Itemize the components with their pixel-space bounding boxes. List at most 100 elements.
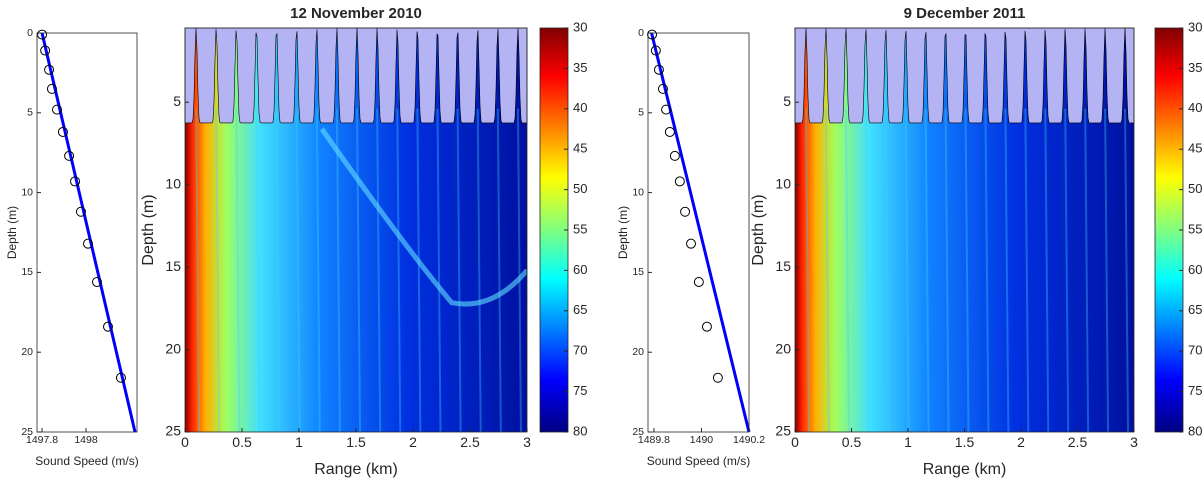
y-tick-label: 25 xyxy=(165,423,181,439)
beam xyxy=(436,108,442,433)
x-tick-label: 2 xyxy=(1017,434,1025,450)
beam xyxy=(1124,108,1130,433)
beam xyxy=(864,108,870,433)
x-tick-label: 1.5 xyxy=(346,434,366,450)
y-axis-label: Depth (m) xyxy=(5,206,19,259)
y-tick-label: 10 xyxy=(775,175,791,191)
colorbar-tick-label: 30 xyxy=(1188,19,1202,34)
profile-marker xyxy=(669,150,680,161)
x-axis-label: Range (km) xyxy=(923,461,1007,478)
y-tick-label: 20 xyxy=(21,346,33,358)
beam xyxy=(275,108,281,433)
profile-marker xyxy=(40,45,51,56)
y-tick-label: 5 xyxy=(638,107,644,119)
x-tick-label: 2.5 xyxy=(460,434,480,450)
y-tick-label: 0 xyxy=(638,27,644,39)
y-tick-label: 0 xyxy=(27,27,33,39)
colorbar-tick-label: 35 xyxy=(573,60,587,75)
profile-marker xyxy=(37,29,48,40)
y-tick-label: 25 xyxy=(21,426,33,438)
beam xyxy=(1024,108,1030,433)
colorbar xyxy=(539,27,569,433)
profile-marker xyxy=(657,83,668,94)
y-tick-label: 15 xyxy=(165,258,181,274)
colorbar-tick-label: 30 xyxy=(573,19,587,34)
profile-marker xyxy=(92,276,102,287)
beam xyxy=(1044,108,1050,433)
beam xyxy=(456,108,462,433)
colorbar-tick-label: 55 xyxy=(573,221,587,236)
beam xyxy=(924,108,930,433)
y-tick-label: 15 xyxy=(775,258,791,274)
x-tick-label: 1498 xyxy=(74,434,98,446)
profile-marker xyxy=(674,176,685,187)
y-tick-label: 10 xyxy=(165,175,181,191)
beam xyxy=(1104,108,1110,433)
x-tick-label: 0.5 xyxy=(232,434,252,450)
y-axis-label: Depth (m) xyxy=(616,206,630,259)
axes-box xyxy=(36,32,138,433)
profile-line xyxy=(40,32,137,433)
colorbar-tick-label: 60 xyxy=(1188,262,1202,277)
colorbar-tick-label: 75 xyxy=(573,383,587,398)
profile-marker xyxy=(653,64,664,75)
caustic xyxy=(319,127,529,307)
x-tick-label: 3 xyxy=(523,434,531,450)
profile-marker xyxy=(64,150,75,161)
beam xyxy=(844,108,850,433)
x-tick-label: 1490.2 xyxy=(733,434,765,446)
profile-marker xyxy=(115,372,126,383)
colorbar-tick-label: 80 xyxy=(1188,423,1202,438)
beam xyxy=(255,108,261,433)
y-axis-label: Depth (m) xyxy=(750,194,767,265)
x-tick-label: 0 xyxy=(181,434,189,450)
x-tick-label: 1.5 xyxy=(955,434,975,450)
surface xyxy=(184,27,528,124)
beam xyxy=(335,108,341,433)
beam xyxy=(984,108,990,433)
profile-marker xyxy=(82,238,93,249)
profile-marker xyxy=(75,206,86,217)
profile-marker xyxy=(52,104,62,115)
beam xyxy=(944,108,950,433)
profile-line xyxy=(650,32,751,433)
colorbar-tick-label: 70 xyxy=(1188,343,1202,358)
beam xyxy=(884,108,890,433)
colorbar-tick-label: 40 xyxy=(573,100,587,115)
colorbar-tick-label: 45 xyxy=(1188,141,1202,156)
colorbar-tick-label: 70 xyxy=(573,343,587,358)
colorbar-tick-label: 40 xyxy=(1188,100,1202,115)
beam xyxy=(476,108,482,433)
beam xyxy=(804,108,810,433)
beam xyxy=(904,108,910,433)
profile-marker xyxy=(650,45,661,56)
y-tick-label: 5 xyxy=(173,93,181,109)
y-tick-label: 15 xyxy=(632,266,644,278)
x-axis-label: Range (km) xyxy=(314,461,398,478)
y-tick-label: 20 xyxy=(165,340,181,356)
colorbar-tick-label: 35 xyxy=(1188,60,1202,75)
y-axis-label: Depth (m) xyxy=(140,194,157,265)
colorbar xyxy=(1154,27,1184,433)
profile-marker xyxy=(712,372,723,383)
x-tick-label: 0 xyxy=(791,434,799,450)
profile-marker xyxy=(664,126,675,137)
beam xyxy=(1084,108,1090,433)
x-axis-label: Sound Speed (m/s) xyxy=(35,454,138,468)
chart-title: 12 November 2010 xyxy=(290,5,422,22)
profile-marker xyxy=(680,206,691,217)
y-tick-label: 10 xyxy=(632,186,644,198)
y-tick-label: 5 xyxy=(783,93,791,109)
colorbar-tick-label: 50 xyxy=(573,181,587,196)
y-tick-label: 20 xyxy=(775,340,791,356)
profile-marker xyxy=(44,64,55,75)
beam xyxy=(396,108,402,433)
profile-marker xyxy=(70,176,81,187)
beam xyxy=(824,108,830,433)
y-tick-label: 10 xyxy=(21,186,33,198)
x-tick-label: 1 xyxy=(295,434,303,450)
colorbar-tick-label: 50 xyxy=(1188,181,1202,196)
colorbar-tick-label: 60 xyxy=(573,262,587,277)
axes-box xyxy=(647,32,750,433)
y-tick-label: 25 xyxy=(632,426,644,438)
